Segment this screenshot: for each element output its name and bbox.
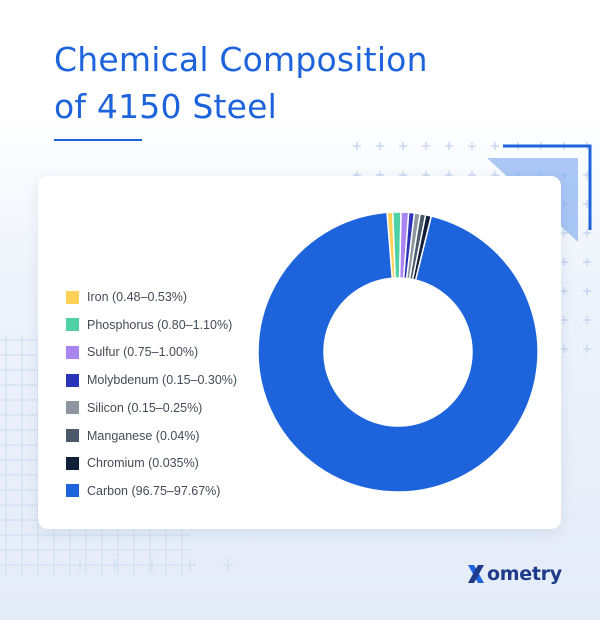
legend-label: Chromium (0.035%) — [87, 456, 199, 471]
donut-chart — [258, 212, 538, 492]
legend-swatch — [66, 401, 79, 415]
legend-label: Manganese (0.04%) — [87, 428, 200, 443]
legend-item: Sulfur (0.75–1.00%) — [66, 342, 198, 362]
legend-label: Carbon (96.75–97.67%) — [87, 483, 221, 498]
legend-label: Iron (0.48–0.53%) — [87, 290, 188, 304]
legend-swatch — [66, 373, 79, 387]
legend-swatch — [66, 484, 79, 498]
legend-label: Phosphorus (0.80–1.10%) — [87, 317, 233, 332]
logo-wordmark: ometry — [487, 563, 562, 585]
title-underline — [54, 139, 142, 141]
legend-item: Chromium (0.035%) — [66, 453, 199, 473]
legend-label: Silicon (0.15–0.25%) — [87, 400, 203, 415]
legend-item: Iron (0.48–0.53%) — [66, 287, 187, 307]
donut-slice — [258, 212, 538, 492]
title-line-1: Chemical Composition — [54, 40, 428, 79]
legend-swatch — [66, 290, 79, 304]
legend-swatch — [66, 345, 79, 359]
title-line-2: of 4150 Steel — [54, 87, 278, 126]
legend-item: Carbon (96.75–97.67%) — [66, 481, 220, 501]
xometry-logo: ometry — [466, 559, 562, 589]
legend-label: Molybdenum (0.15–0.30%) — [87, 373, 238, 388]
legend-swatch — [66, 318, 79, 332]
legend-item: Molybdenum (0.15–0.30%) — [66, 370, 237, 390]
legend-item: Silicon (0.15–0.25%) — [66, 398, 202, 418]
legend-swatch — [66, 429, 79, 442]
legend-item: Phosphorus (0.80–1.10%) — [66, 315, 232, 335]
page-title: Chemical Composition of 4150 Steel — [54, 36, 428, 130]
legend-item: Manganese (0.04%) — [66, 426, 200, 446]
legend-label: Sulfur (0.75–1.00%) — [87, 345, 199, 360]
xometry-x-icon — [468, 565, 484, 583]
legend-swatch — [66, 456, 79, 470]
